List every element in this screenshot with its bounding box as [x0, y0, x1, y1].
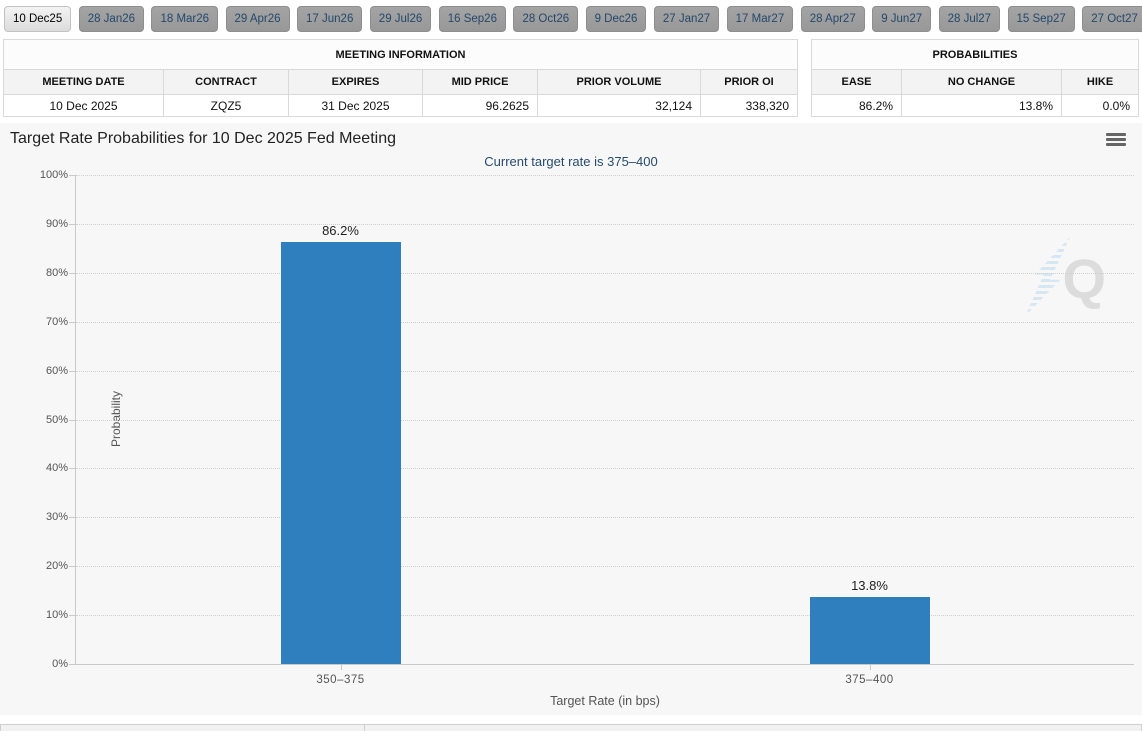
- tab-meeting-date-3[interactable]: 29 Apr26: [225, 6, 290, 32]
- tab-meeting-date-15[interactable]: 27 Oct27: [1082, 6, 1142, 32]
- tab-meeting-date-0[interactable]: 10 Dec25: [4, 6, 72, 32]
- gridline: [76, 517, 1134, 519]
- value-prior-oi: 338,320: [700, 94, 798, 117]
- value-prior-volume: 32,124: [537, 94, 701, 117]
- col-expires: EXPIRES: [288, 69, 423, 95]
- quikstrike-q-watermark: Q: [1026, 237, 1106, 315]
- value-contract: ZQZ5: [163, 94, 289, 117]
- gridline: [76, 615, 1134, 617]
- y-axis-label: 60%: [45, 364, 68, 377]
- gridline: [76, 321, 1134, 323]
- value-ease: 86.2%: [811, 94, 902, 117]
- col-hike: HIKE: [1060, 69, 1140, 95]
- value-no-change: 13.8%: [901, 94, 1062, 117]
- y-axis-tick: [69, 468, 75, 470]
- col-ease: EASE: [811, 69, 902, 95]
- col-meeting-date: MEETING DATE: [3, 69, 164, 95]
- next-table-cell-left: [0, 724, 365, 731]
- probabilities-header-row: EASE NO CHANGE HIKE: [811, 69, 1140, 95]
- y-axis-tick: [69, 664, 75, 665]
- meeting-information-table: MEETING INFORMATION MEETING DATE CONTRAC…: [3, 39, 798, 117]
- value-mid-price: 96.2625: [422, 94, 538, 117]
- tab-meeting-date-4[interactable]: 17 Jun26: [297, 6, 363, 32]
- tab-meeting-date-14[interactable]: 15 Sep27: [1007, 6, 1075, 32]
- y-axis-label: 70%: [45, 315, 68, 328]
- y-axis-tick: [69, 370, 75, 372]
- next-table-cell-right: [365, 724, 1142, 731]
- x-axis-category-label: 375–400: [845, 674, 894, 686]
- plot-area: Probability Q Target Rate (in bps) 0% 10%…: [40, 169, 1134, 708]
- bar-350–375[interactable]: [280, 242, 401, 664]
- x-axis-category-label: 350–375: [316, 674, 365, 686]
- tab-meeting-date-7[interactable]: 28 Oct26: [513, 6, 579, 32]
- gridline: [76, 272, 1134, 274]
- y-axis-tick: [69, 517, 75, 519]
- col-prior-oi: PRIOR OI: [700, 69, 798, 95]
- info-tables-row: MEETING INFORMATION MEETING DATE CONTRAC…: [3, 39, 1140, 117]
- tab-meeting-date-5[interactable]: 29 Jul26: [369, 6, 432, 32]
- tab-meeting-date-1[interactable]: 28 Jan26: [78, 6, 145, 32]
- gridline: [76, 223, 1134, 225]
- y-axis-tick: [69, 175, 75, 176]
- probabilities-table: PROBABILITIES EASE NO CHANGE HIKE 86.2% …: [810, 39, 1140, 117]
- meeting-information-title: MEETING INFORMATION: [3, 39, 798, 70]
- tab-meeting-date-9[interactable]: 27 Jan27: [653, 6, 720, 32]
- chart-title: Target Rate Probabilities for 10 Dec 202…: [10, 130, 396, 147]
- y-axis-tick: [69, 419, 75, 421]
- value-meeting-date: 10 Dec 2025: [3, 94, 164, 117]
- gridline: [76, 419, 1134, 421]
- bar-data-label: 13.8%: [851, 577, 888, 593]
- y-axis-label: 100%: [39, 169, 68, 181]
- gridline: [76, 468, 1134, 470]
- tab-meeting-date-2[interactable]: 18 Mar26: [151, 6, 219, 32]
- meeting-information-header-row: MEETING DATE CONTRACT EXPIRES MID PRICE …: [3, 69, 798, 95]
- col-no-change: NO CHANGE: [901, 69, 1062, 95]
- gridline: [76, 566, 1134, 568]
- value-hike: 0.0%: [1060, 94, 1140, 117]
- y-axis-title: Probability: [109, 390, 123, 447]
- tab-meeting-date-8[interactable]: 9 Dec26: [585, 6, 647, 32]
- x-axis-tick: [340, 664, 342, 670]
- y-axis-label: 10%: [45, 609, 68, 622]
- y-axis-label: 0%: [52, 658, 68, 670]
- meeting-information-data-row: 10 Dec 2025 ZQZ5 31 Dec 2025 96.2625 32,…: [3, 94, 798, 117]
- tab-meeting-date-11[interactable]: 28 Apr27: [800, 6, 865, 32]
- bar-375–400[interactable]: [809, 596, 930, 664]
- hamburger-menu-icon[interactable]: [1106, 133, 1126, 149]
- tab-meeting-date-10[interactable]: 17 Mar27: [726, 6, 794, 32]
- y-axis-tick: [69, 321, 75, 323]
- y-axis-tick: [69, 223, 75, 225]
- probabilities-data-row: 86.2% 13.8% 0.0%: [811, 94, 1140, 117]
- x-axis-title: Target Rate (in bps): [550, 694, 660, 708]
- y-axis-tick: [69, 566, 75, 568]
- tab-meeting-date-12[interactable]: 9 Jun27: [872, 6, 932, 32]
- y-axis-label: 80%: [45, 266, 68, 279]
- tab-meeting-date-6[interactable]: 16 Sep26: [438, 6, 506, 32]
- y-axis-label: 40%: [45, 462, 68, 475]
- col-prior-volume: PRIOR VOLUME: [537, 69, 701, 95]
- meeting-date-tabbar: 10 Dec25 28 Jan26 18 Mar26 29 Apr26 17 J…: [0, 0, 1142, 32]
- target-rate-probability-chart: Target Rate Probabilities for 10 Dec 202…: [0, 123, 1142, 715]
- bar-data-label: 86.2%: [322, 223, 359, 239]
- next-table-partial-strip: [0, 724, 1142, 731]
- y-axis-label: 20%: [45, 560, 68, 573]
- col-contract: CONTRACT: [163, 69, 289, 95]
- y-axis-label: 30%: [45, 511, 68, 524]
- y-axis-label: 50%: [45, 413, 68, 426]
- q-letter: Q: [1062, 247, 1106, 310]
- probabilities-title: PROBABILITIES: [810, 39, 1140, 70]
- x-axis-tick: [869, 664, 871, 670]
- y-axis-tick: [69, 615, 75, 617]
- y-axis-tick: [69, 272, 75, 274]
- col-mid-price: MID PRICE: [422, 69, 538, 95]
- value-expires: 31 Dec 2025: [288, 94, 423, 117]
- tab-meeting-date-13[interactable]: 28 Jul27: [938, 6, 1001, 32]
- y-axis-label: 90%: [45, 217, 68, 230]
- gridline: [76, 175, 1134, 176]
- gridline: [76, 370, 1134, 372]
- chart-subtitle: Current target rate is 375–400: [484, 154, 658, 169]
